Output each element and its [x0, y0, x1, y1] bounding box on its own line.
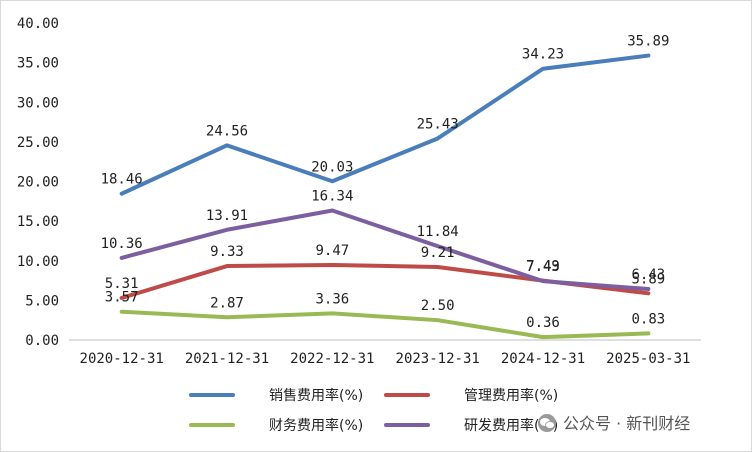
watermark: 公众号 · 新刊财经	[538, 414, 690, 433]
data-point	[331, 210, 333, 212]
legend-label: 财务费用率(%)	[269, 417, 363, 434]
legend-label: 研发费用率(%)	[464, 417, 558, 434]
y-tick-label: 10.00	[17, 254, 59, 270]
data-point	[437, 137, 439, 139]
data-label: 24.56	[206, 123, 248, 139]
y-tick-label: 5.00	[25, 293, 59, 309]
data-label: 9.21	[421, 245, 455, 261]
data-label: 0.36	[526, 315, 560, 331]
data-point	[647, 55, 649, 57]
data-label: 2.87	[210, 295, 244, 311]
data-label: 25.43	[417, 116, 459, 132]
data-point	[226, 265, 228, 267]
data-point	[331, 312, 333, 314]
data-label: 20.03	[311, 159, 353, 175]
watermark-text: 公众号 · 新刊财经	[563, 414, 690, 433]
data-point	[437, 266, 439, 268]
data-label: 0.83	[631, 311, 665, 327]
data-point	[437, 319, 439, 321]
data-label: 3.57	[105, 290, 139, 306]
y-tick-label: 25.00	[17, 135, 59, 151]
data-label: 5.31	[105, 276, 139, 292]
data-label: 7.49	[526, 259, 560, 275]
data-label: 10.36	[101, 236, 143, 252]
data-point	[121, 193, 123, 195]
x-tick-labels: 2020-12-31 2021-12-31 2022-12-31 2023-12-31…	[80, 351, 691, 367]
data-point	[226, 316, 228, 318]
data-point	[121, 297, 123, 299]
data-label: 13.91	[206, 208, 248, 224]
data-labels: 18.46 24.56 20.03 25.43 34.23 35.89 5.31 9.33 9.…	[101, 34, 670, 332]
x-tick-label: 2022-12-31	[290, 351, 374, 367]
data-label: 3.36	[315, 291, 349, 307]
data-point	[437, 245, 439, 247]
x-tick-label: 2021-12-31	[185, 351, 269, 367]
series-line-4	[119, 208, 651, 292]
x-tick-label: 2023-12-31	[396, 351, 480, 367]
x-tick-label: 2020-12-31	[80, 351, 164, 367]
data-label: 34.23	[522, 47, 564, 63]
legend-label: 管理费用率(%)	[464, 387, 558, 404]
data-label: 16.34	[311, 189, 353, 205]
wechat-icon	[538, 414, 556, 432]
data-label: 18.46	[101, 172, 143, 188]
data-label: 7.43	[526, 259, 560, 275]
legend-label: 销售费用率(%)	[269, 387, 363, 404]
data-point	[226, 229, 228, 231]
data-point	[542, 336, 544, 338]
legend: 销售费用率(%) 管理费用率(%) 财务费用率(%) 研发费用率(%)	[189, 387, 558, 434]
data-point	[542, 280, 544, 282]
series-line-1	[119, 53, 651, 196]
data-point	[542, 68, 544, 70]
data-label: 5.89	[631, 271, 665, 287]
y-tick-label: 0.00	[25, 333, 59, 349]
data-point	[647, 292, 649, 294]
data-label: 9.47	[315, 243, 349, 259]
y-tick-label: 15.00	[17, 214, 59, 230]
data-point	[647, 288, 649, 290]
data-label: 2.50	[421, 298, 455, 314]
y-tick-label: 20.00	[17, 175, 59, 191]
data-point	[121, 311, 123, 313]
y-tick-label: 40.00	[17, 16, 59, 32]
data-label: 35.89	[627, 34, 669, 50]
data-label: 9.33	[210, 244, 244, 260]
data-label: 11.84	[417, 224, 459, 240]
data-point	[331, 264, 333, 266]
y-tick-label: 35.00	[17, 56, 59, 72]
x-tick-label: 2024-12-31	[501, 351, 585, 367]
data-point	[226, 144, 228, 146]
x-tick-label: 2025-03-31	[606, 351, 690, 367]
y-tick-label: 30.00	[17, 95, 59, 111]
data-point	[331, 180, 333, 182]
series-lines	[119, 53, 651, 340]
series-line-3	[119, 309, 651, 340]
data-point	[121, 257, 123, 259]
data-label: 6.43	[631, 267, 665, 283]
y-tick-labels: 0.00 5.00 10.00 15.00 20.00 25.00 30.00 35.00 40…	[17, 16, 59, 349]
data-point	[647, 332, 649, 334]
